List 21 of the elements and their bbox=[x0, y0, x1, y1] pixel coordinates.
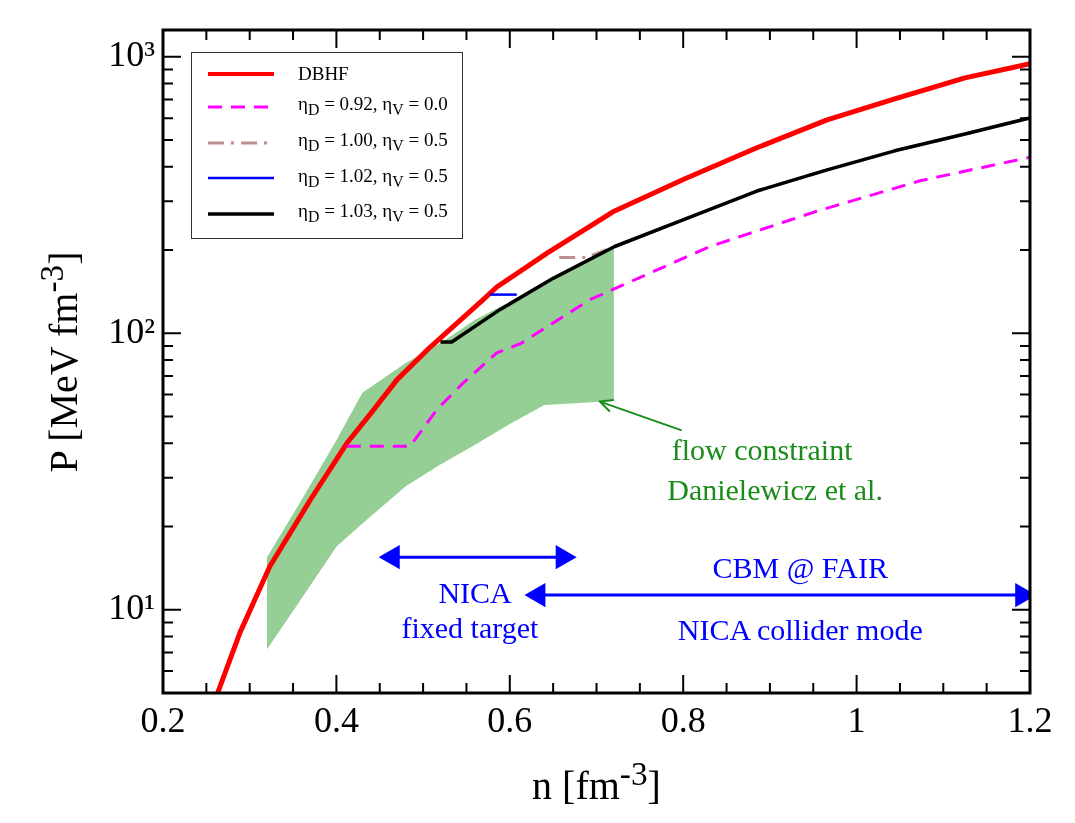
x-tick-label: 0.4 bbox=[313, 700, 359, 741]
y-tick-label: 10² bbox=[108, 310, 155, 351]
x-tick-label: 0.6 bbox=[487, 700, 533, 741]
y-tick-label: 10¹ bbox=[108, 587, 155, 628]
annotation: Danielewicz et al. bbox=[667, 472, 883, 506]
x-tick-label: 0.2 bbox=[140, 700, 186, 741]
x-tick-label: 1.2 bbox=[1007, 700, 1053, 741]
legend-label: η$_{D}$ = 1.03, η$_{V}$ = 0.5 bbox=[298, 199, 448, 228]
annotation: CBM @ FAIR bbox=[712, 550, 888, 585]
legend-label: DBHF bbox=[298, 62, 349, 86]
annotation: fixed target bbox=[401, 610, 540, 644]
legend-label: η$_{D}$ = 1.02, η$_{V}$ = 0.5 bbox=[298, 163, 448, 192]
annotation: NICA collider mode bbox=[677, 612, 923, 646]
y-tick-label: 10³ bbox=[108, 34, 156, 75]
annotation: flow constraint bbox=[671, 433, 854, 467]
x-tick-label: 1 bbox=[847, 700, 866, 741]
x-axis-title: n [fm$^{-3}$] bbox=[531, 755, 662, 810]
x-tick-label: 0.8 bbox=[660, 700, 706, 741]
legend-label: η$_{D}$ = 1.00, η$_{V}$ = 0.5 bbox=[298, 127, 448, 156]
legend-label: η$_{D}$ = 0.92, η$_{V}$ = 0.0 bbox=[298, 92, 448, 120]
annotation: NICA bbox=[438, 575, 513, 609]
